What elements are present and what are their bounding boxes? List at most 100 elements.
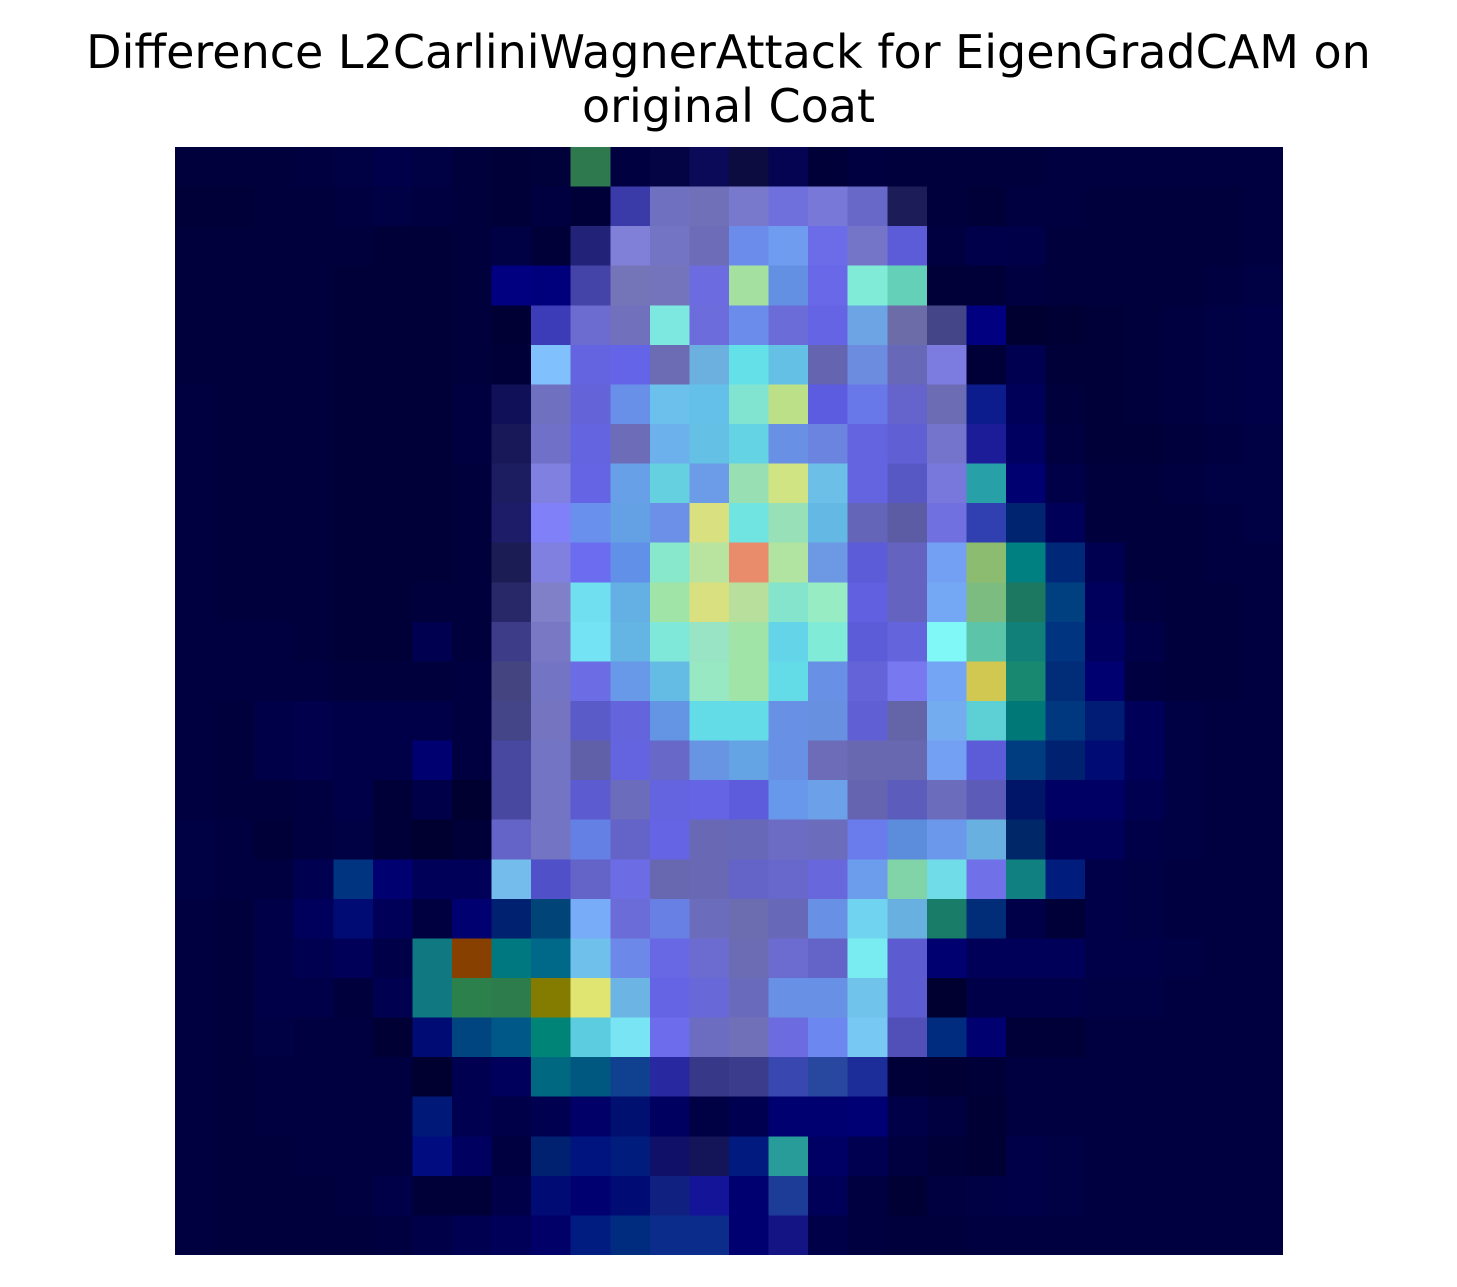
heatmap-cell: [610, 344, 651, 386]
heatmap-cell: [175, 1057, 216, 1098]
heatmap-cell: [452, 582, 493, 623]
heatmap-cell: [926, 1175, 968, 1217]
heatmap-cell: [689, 978, 730, 1019]
heatmap-cell: [412, 424, 453, 465]
heatmap-cell: [254, 898, 295, 940]
heatmap-cell: [1124, 621, 1166, 663]
heatmap-cell: [412, 384, 453, 425]
heatmap-cell: [1124, 147, 1166, 188]
heatmap-cell: [214, 186, 255, 227]
heatmap-cell: [293, 1057, 335, 1098]
heatmap-cell: [1124, 1175, 1166, 1217]
heatmap-cell: [610, 503, 651, 544]
heatmap-cell: [412, 226, 453, 267]
heatmap-cell: [1203, 186, 1245, 227]
heatmap-cell: [1203, 740, 1245, 781]
heatmap-cell: [847, 384, 889, 425]
heatmap-cell: [293, 1175, 335, 1217]
heatmap-cell: [254, 463, 295, 504]
heatmap-cell: [808, 582, 849, 623]
heatmap-cell: [887, 1175, 928, 1217]
heatmap-cell: [847, 819, 889, 861]
heatmap-cell: [610, 582, 651, 623]
heatmap-cell: [1243, 147, 1283, 188]
heatmap-cell: [926, 305, 968, 346]
heatmap-cell: [808, 305, 849, 346]
heatmap-cell: [214, 1136, 255, 1177]
heatmap-cell: [649, 780, 691, 821]
heatmap-cell: [729, 186, 770, 227]
heatmap-cell: [1164, 780, 1205, 821]
heatmap-cell: [966, 1215, 1007, 1255]
attack-difference-heatmap: [175, 147, 1283, 1255]
heatmap-cell: [333, 503, 374, 544]
heatmap-cell: [649, 542, 691, 584]
heatmap-cell: [293, 503, 335, 544]
heatmap-cell: [926, 978, 968, 1019]
heatmap-cell: [649, 305, 691, 346]
heatmap-cell: [531, 1215, 572, 1255]
heatmap-cell: [1203, 1136, 1245, 1177]
heatmap-cell: [1006, 701, 1047, 742]
heatmap-cell: [1006, 305, 1047, 346]
heatmap-cell: [1085, 740, 1126, 781]
heatmap-cell: [768, 859, 809, 900]
heatmap-cell: [491, 740, 532, 781]
heatmap-cell: [254, 1215, 295, 1255]
heatmap-cell: [1045, 582, 1086, 623]
heatmap-cell: [1006, 1096, 1047, 1138]
heatmap-cell: [372, 1215, 414, 1255]
heatmap-cell: [1124, 1017, 1166, 1058]
heatmap-cell: [452, 344, 493, 386]
heatmap-cell: [1243, 859, 1283, 900]
heatmap-cell: [729, 701, 770, 742]
heatmap-cell: [491, 621, 532, 663]
heatmap-cell: [491, 147, 532, 188]
heatmap-cell: [175, 898, 216, 940]
heatmap-cell: [1006, 978, 1047, 1019]
heatmap-cell: [926, 1136, 968, 1177]
heatmap-cell: [1124, 265, 1166, 307]
heatmap-cell: [254, 265, 295, 307]
heatmap-cell: [966, 384, 1007, 425]
heatmap-cell: [610, 1215, 651, 1255]
heatmap-cell: [729, 147, 770, 188]
heatmap-cell: [412, 938, 453, 979]
heatmap-cell: [1203, 701, 1245, 742]
heatmap-cell: [729, 978, 770, 1019]
heatmap-cell: [570, 859, 612, 900]
heatmap-cell: [1085, 384, 1126, 425]
heatmap-cell: [729, 503, 770, 544]
heatmap-cell: [887, 424, 928, 465]
heatmap-cell: [452, 898, 493, 940]
heatmap-cell: [531, 265, 572, 307]
heatmap-cell: [1124, 859, 1166, 900]
heatmap-cell: [254, 542, 295, 584]
heatmap-cell: [570, 661, 612, 702]
heatmap-cell: [293, 898, 335, 940]
heatmap-cell: [887, 1057, 928, 1098]
heatmap-cell: [966, 265, 1007, 307]
heatmap-cell: [175, 1096, 216, 1138]
heatmap-cell: [1045, 1136, 1086, 1177]
heatmap-cell: [808, 661, 849, 702]
heatmap-cell: [808, 1175, 849, 1217]
heatmap-cell: [1243, 424, 1283, 465]
heatmap-cell: [214, 1017, 255, 1058]
heatmap-cell: [1124, 1136, 1166, 1177]
heatmap-cell: [254, 147, 295, 188]
heatmap-cell: [649, 1136, 691, 1177]
heatmap-cell: [649, 147, 691, 188]
heatmap-cell: [452, 1057, 493, 1098]
heatmap-cell: [847, 938, 889, 979]
heatmap-cell: [808, 503, 849, 544]
heatmap-cell: [372, 938, 414, 979]
heatmap-cell: [1045, 186, 1086, 227]
heatmap-cell: [570, 978, 612, 1019]
heatmap-cell: [1164, 1175, 1205, 1217]
heatmap-cell: [491, 582, 532, 623]
heatmap-cell: [1006, 186, 1047, 227]
heatmap-cell: [412, 819, 453, 861]
heatmap-cell: [966, 424, 1007, 465]
heatmap-cell: [293, 226, 335, 267]
